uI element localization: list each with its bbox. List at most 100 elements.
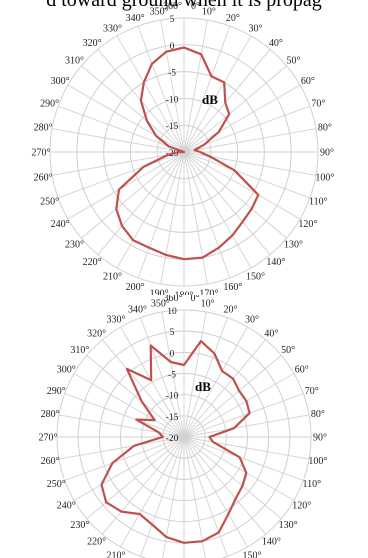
angle-tick-label: 350° [150,7,169,18]
grid-spoke [183,25,231,153]
grid-spoke [183,436,248,548]
grid-spoke [120,436,185,548]
angle-tick-label: 200° [126,282,145,293]
angle-tick-label: 140° [266,257,285,268]
grid-spoke [183,65,287,153]
angle-tick-label: 240° [51,219,70,230]
angle-tick-label: 110° [309,196,328,207]
angle-tick-label: 100° [308,456,327,467]
angle-tick-label: 30° [249,24,263,35]
grid-spoke [183,436,282,519]
angle-tick-label: 50° [281,345,295,356]
grid-spoke [57,151,185,199]
grid-spoke [160,151,185,285]
angle-tick-label: 360° [164,295,183,304]
angle-tick-label: 80° [311,409,325,420]
grid-spoke [57,105,185,153]
angle-tick-label: 130° [284,239,303,250]
grid-spoke [81,65,185,153]
angle-tick-label: 70° [311,99,325,110]
angle-tick-label: 140° [262,537,281,548]
angle-tick-label: 10° [201,299,215,310]
grid-spoke [183,151,301,220]
angle-tick-label: 300° [57,365,76,376]
grid-spoke [183,436,228,557]
angle-tick-label: 120° [298,219,317,230]
grid-spoke [183,19,208,153]
angle-tick-label: 60° [295,365,309,376]
angle-tick-label: 340° [126,13,145,24]
angle-tick-label: 350° [151,299,170,310]
angle-tick-label: 40° [264,328,278,339]
grid-spoke [51,128,185,153]
radial-tick-label: -10 [166,392,179,402]
angle-tick-label: 210° [107,550,126,558]
grid-spoke [183,151,271,255]
angle-tick-label: 10° [202,7,216,18]
grid-spoke [73,436,185,501]
angle-tick-label: 20° [226,13,240,24]
radial-tick-label: 0 [170,349,175,359]
grid-spoke [81,151,185,239]
grid-spoke [183,151,231,279]
angle-tick-label: 120° [292,501,311,512]
angle-tick-label: 270° [39,433,58,444]
polar-grid [56,309,312,558]
angle-tick-label: 0° [191,1,200,12]
angle-tick-label: 70° [305,386,319,397]
angle-tick-label: 50° [287,56,301,67]
angle-tick-label: 250° [47,479,66,490]
grid-spoke [140,317,185,438]
grid-spoke [137,151,185,279]
radial-tick-label: -5 [168,371,176,381]
angle-tick-label: 310° [70,345,89,356]
grid-spoke [183,49,271,153]
angle-tick-label: 320° [83,38,102,49]
grid-spoke [183,35,252,153]
angle-tick-label: 180° [175,291,194,296]
angle-tick-label: 130° [279,520,298,531]
grid-spoke [67,84,185,153]
angle-tick-label: 90° [313,433,327,444]
grid-spoke [183,436,304,481]
angle-tick-label: 260° [34,172,53,183]
angle-tick-label: 330° [107,315,126,326]
grid-spoke [183,151,287,239]
grid-spoke [102,339,185,438]
angle-tick-labels: 0°10° 20° 30° 40° 50°60° 70° 80° 90° 100° 110° 120… [32,1,335,295]
grid-spoke [102,436,185,535]
angle-tick-label: 330° [103,24,122,35]
grid-spoke [116,151,185,269]
angle-tick-label: 40° [269,38,283,49]
grid-spoke [183,311,207,438]
angle-tick-label: 250° [40,196,59,207]
grid-spoke [64,436,185,481]
grid-spoke [162,436,185,558]
angle-tick-label: 150° [246,271,265,282]
angle-tick-label: 360° [163,1,182,12]
angle-tick-label: 220° [83,257,102,268]
radial-tick-label: 5 [170,328,175,338]
angle-tick-label: 290° [40,99,59,110]
grid-spoke [183,151,208,285]
grid-spoke [140,436,185,557]
angle-tick-label: 0° [190,295,199,304]
grid-spoke [183,151,252,269]
grid-spoke [183,326,248,438]
angle-tick-label: 310° [65,56,84,67]
radial-tick-label: 5 [170,15,175,25]
grid-spoke [183,414,310,438]
grid-spoke [97,151,185,255]
grid-spoke [183,393,304,438]
grid-spoke [120,326,185,438]
grid-spoke [183,151,311,199]
angle-tick-label: 60° [301,76,315,87]
grid-spoke [116,35,185,153]
grid-spoke [86,436,185,519]
radial-tick-label: 10 [167,307,177,317]
angle-tick-label: 150° [243,550,262,558]
angle-tick-label: 260° [41,456,60,467]
angle-tick-label: 170° [199,288,218,295]
grid-spoke [137,25,185,153]
angle-tick-label: 280° [34,123,53,134]
